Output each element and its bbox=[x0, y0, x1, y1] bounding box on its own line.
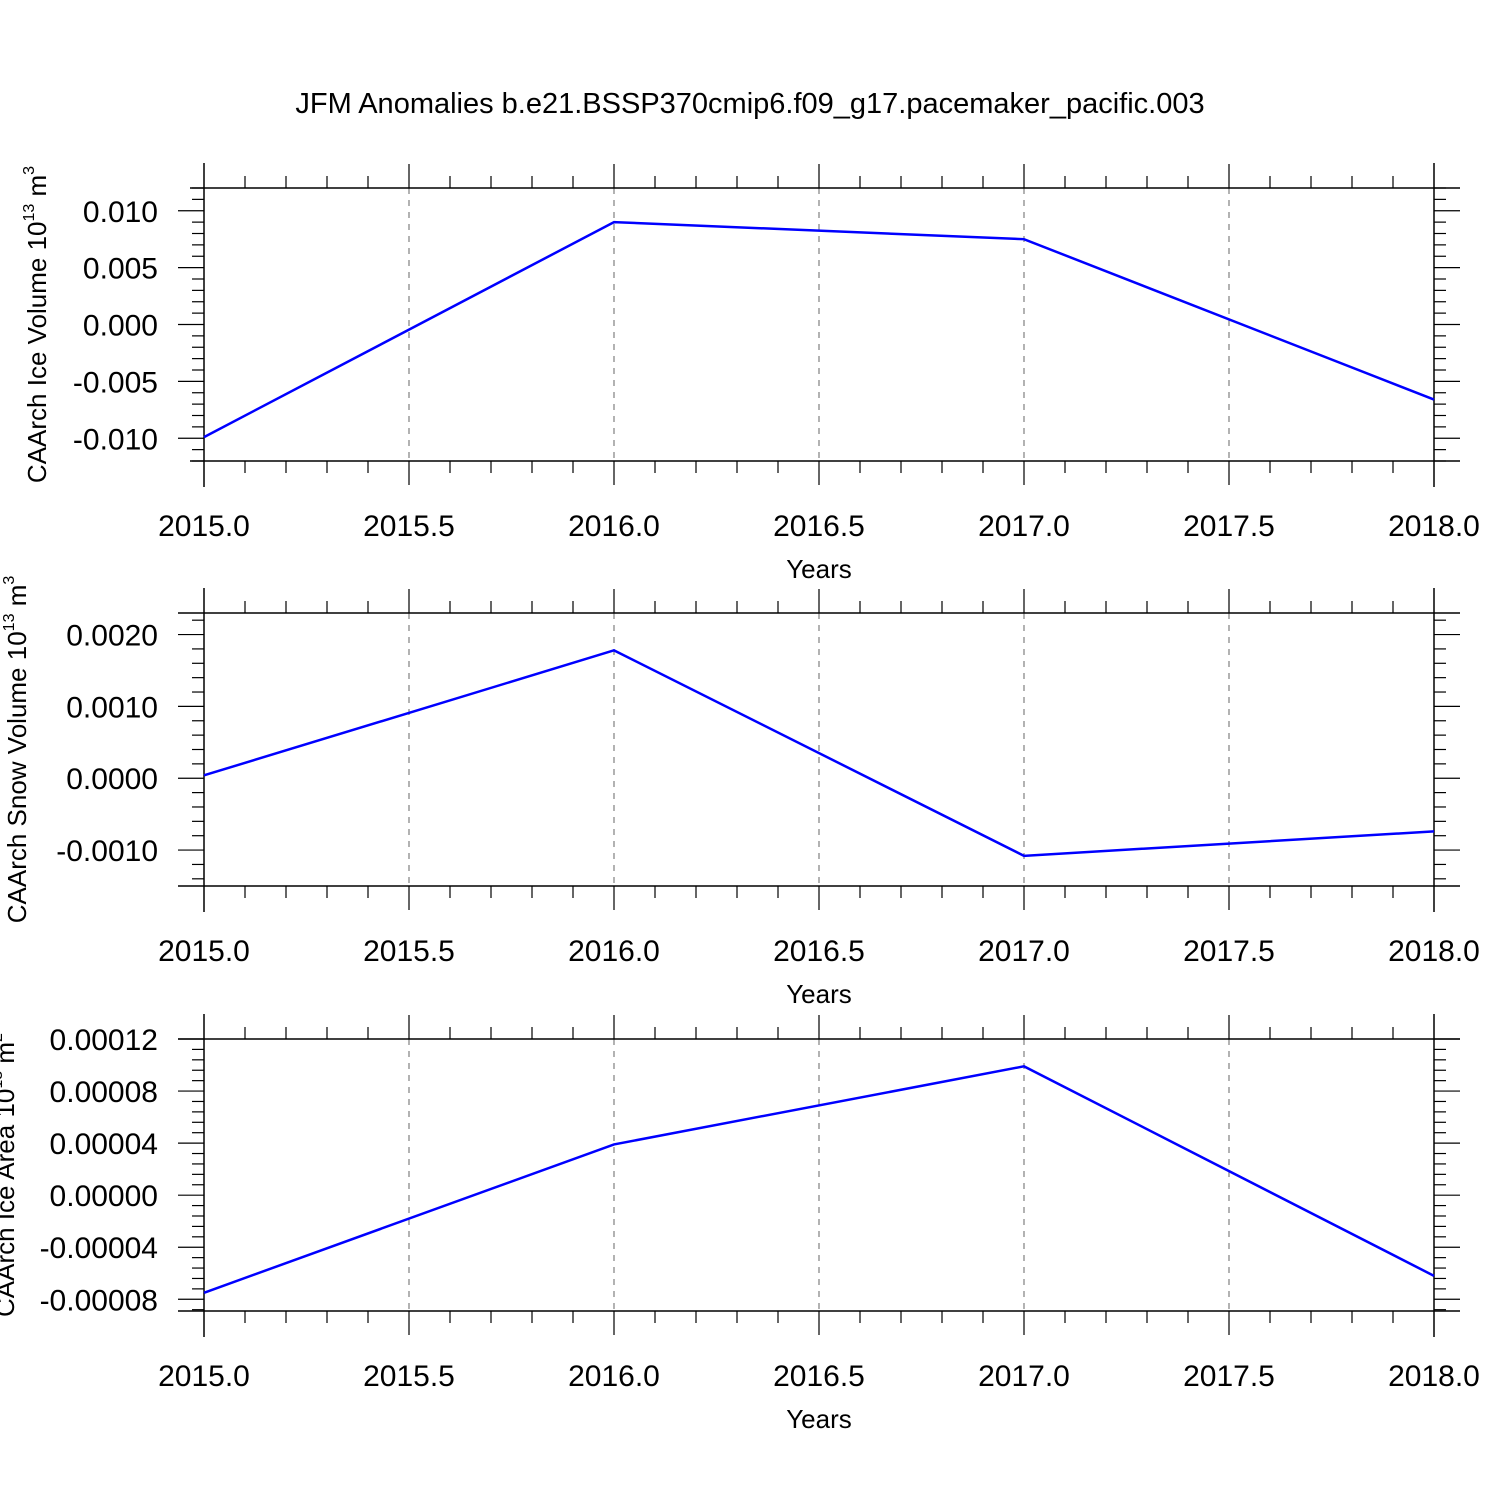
y-tick-label: 0.000 bbox=[83, 310, 158, 343]
x-tick-label: 2016.5 bbox=[773, 510, 865, 543]
y-tick-label: -0.00008 bbox=[40, 1284, 158, 1317]
y-tick-label: 0.010 bbox=[83, 196, 158, 229]
x-axis-label: Years bbox=[786, 1404, 852, 1434]
chart-panel-3: 0.00012 0.00008 0.00004 0.00000 -0.00004 -0.0… bbox=[0, 1014, 1480, 1434]
x-tick-label: 2015.5 bbox=[363, 1360, 455, 1393]
y-tick-label: -0.010 bbox=[73, 423, 158, 456]
x-tick-label: 2017.5 bbox=[1183, 935, 1275, 968]
y-tick-label: 0.0020 bbox=[66, 620, 158, 653]
y-tick-label: 0.00004 bbox=[50, 1128, 158, 1161]
series-line-1 bbox=[203, 649, 1435, 858]
y-tick-label: 0.00000 bbox=[50, 1180, 158, 1213]
y-axis-label: CAArch Ice Volume 1013 m3 bbox=[21, 166, 52, 483]
y-tick-label: -0.0010 bbox=[56, 835, 158, 868]
x-tick-label: 2017.0 bbox=[978, 1360, 1070, 1393]
y-axis-label: CAArch Ice Area 1013 m2 bbox=[0, 1033, 20, 1317]
y-tick-label: 0.005 bbox=[83, 253, 158, 286]
x-tick-label: 2016.0 bbox=[568, 1360, 660, 1393]
y-axis-label: CAArch Snow Volume 1013 m3 bbox=[1, 576, 32, 924]
x-tick-label: 2016.0 bbox=[568, 935, 660, 968]
x-tick-label: 2017.5 bbox=[1183, 510, 1275, 543]
x-axis-label: Years bbox=[786, 554, 852, 584]
x-tick-label: 2015.5 bbox=[363, 935, 455, 968]
x-tick-label: 2018.0 bbox=[1388, 510, 1480, 543]
chart-panel-2: 0.0020 0.0010 0.0000 -0.0010 2015.0 2015.5 201… bbox=[1, 576, 1480, 1009]
x-tick-label: 2017.0 bbox=[978, 510, 1070, 543]
x-tick-label: 2016.5 bbox=[773, 935, 865, 968]
y-tick-label: 0.0010 bbox=[66, 691, 158, 724]
chart-panel-1: 0.010 0.005 0.000 -0.005 -0.010 2015.0 2015.5 2… bbox=[21, 163, 1480, 584]
x-tick-label: 2016.0 bbox=[568, 510, 660, 543]
series-line-1 bbox=[203, 1065, 1435, 1294]
x-tick-label: 2016.5 bbox=[773, 1360, 865, 1393]
x-tick-label: 2017.0 bbox=[978, 935, 1070, 968]
x-tick-label: 2015.0 bbox=[158, 935, 250, 968]
x-tick-label: 2017.5 bbox=[1183, 1360, 1275, 1393]
y-tick-label: 0.0000 bbox=[66, 763, 158, 796]
x-tick-label: 2018.0 bbox=[1388, 1360, 1480, 1393]
y-tick-label: 0.00008 bbox=[50, 1076, 158, 1109]
x-tick-label: 2015.0 bbox=[158, 510, 250, 543]
y-tick-label: -0.005 bbox=[73, 366, 158, 399]
y-tick-label: 0.00012 bbox=[50, 1024, 158, 1057]
y-tick-label: -0.00004 bbox=[40, 1232, 158, 1265]
page-title: JFM Anomalies b.e21.BSSP370cmip6.f09_g17… bbox=[295, 88, 1205, 120]
x-tick-label: 2018.0 bbox=[1388, 935, 1480, 968]
x-tick-label: 2015.5 bbox=[363, 510, 455, 543]
x-tick-label: 2015.0 bbox=[158, 1360, 250, 1393]
series-line-1 bbox=[203, 220, 1435, 439]
x-axis-label: Years bbox=[786, 979, 852, 1009]
